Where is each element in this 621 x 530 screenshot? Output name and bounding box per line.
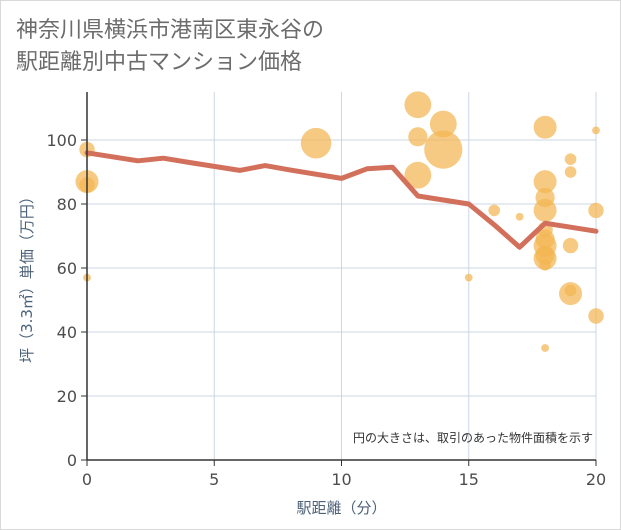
data-point-26 <box>562 237 579 254</box>
trend-line-0 <box>84 150 599 250</box>
data-point-25 <box>564 166 577 178</box>
x-tick-label-20: 20 <box>586 470 606 489</box>
data-point-23 <box>541 344 549 352</box>
y-tick-label-80: 80 <box>57 195 77 214</box>
y-tick-label-20: 20 <box>57 387 77 406</box>
size-annotation: 円の大きさは、取引のあった物件面積を示す <box>353 430 593 445</box>
y-axis-label: 坪（3.3㎡）単価（万円） <box>18 189 36 363</box>
x-axis-label: 駅距離（分） <box>296 499 386 517</box>
y-tick-label-100: 100 <box>46 131 77 150</box>
data-point-31 <box>588 308 604 324</box>
data-point-24 <box>564 153 577 165</box>
data-point-29 <box>592 126 600 135</box>
x-tick-label-0: 0 <box>82 470 92 489</box>
data-point-9 <box>424 130 463 169</box>
y-tick-label-40: 40 <box>57 323 77 342</box>
x-tick-label-10: 10 <box>331 470 351 489</box>
data-point-7 <box>404 161 432 189</box>
labels: 駅距離（分） 坪（3.3㎡）単価（万円） 円の大きさは、取引のあった物件面積を示… <box>18 189 593 517</box>
y-tick-label-0: 0 <box>67 451 77 470</box>
data-point-13 <box>533 115 557 139</box>
data-point-5 <box>404 91 432 119</box>
data-point-6 <box>408 127 428 147</box>
data-point-30 <box>588 202 604 219</box>
data-point-11 <box>488 204 501 217</box>
chart-title-line-1: 神奈川県横浜市港南区東永谷の <box>16 18 325 43</box>
x-tick-label-5: 5 <box>209 470 219 489</box>
data-point-28 <box>559 282 583 306</box>
y-tick-label-60: 60 <box>57 259 77 278</box>
x-tick-label-15: 15 <box>459 470 479 489</box>
data-point-14 <box>533 170 557 194</box>
data-point-10 <box>464 273 473 282</box>
chart-title-line-2: 駅距離別中古マンション価格 <box>16 50 303 75</box>
data-point-4 <box>300 127 332 159</box>
data-point-12 <box>515 212 524 221</box>
data-point-16 <box>533 198 557 222</box>
trend-line-layer <box>84 150 599 250</box>
data-point-8 <box>429 110 457 138</box>
axes: 0 5 10 15 20 0 20 40 60 80 100 <box>46 92 606 489</box>
data-point-22 <box>539 259 551 271</box>
chart-title: 神奈川県横浜市港南区東永谷の 駅距離別中古マンション価格 <box>16 15 476 79</box>
